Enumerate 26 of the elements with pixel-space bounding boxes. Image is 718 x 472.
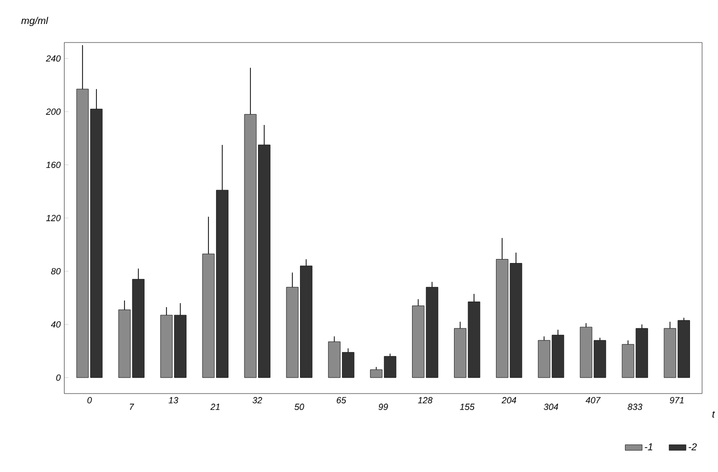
y-tick-label: 0 bbox=[56, 374, 61, 381]
y-tick-label: 120 bbox=[46, 215, 61, 222]
x-tick-label: 155 bbox=[460, 404, 475, 410]
x-tick-label: 50 bbox=[294, 404, 304, 410]
y-tick-label: 240 bbox=[46, 55, 61, 62]
x-tick-label: 304 bbox=[544, 404, 558, 410]
x-tick-label: 7 bbox=[130, 404, 134, 410]
legend-label: -2 bbox=[688, 444, 697, 450]
y-axis-title: mg/ml bbox=[21, 17, 48, 26]
x-tick-label: 21 bbox=[210, 404, 220, 410]
y-tick-label: 40 bbox=[50, 321, 61, 328]
x-tick-label: 13 bbox=[168, 397, 178, 404]
x-tick-label: 32 bbox=[252, 397, 262, 404]
y-tick-label: 200 bbox=[46, 108, 61, 115]
legend-label: -1 bbox=[644, 444, 652, 450]
x-tick-label: 99 bbox=[378, 404, 388, 410]
y-tick-label: 80 bbox=[51, 268, 61, 275]
x-tick-label: 407 bbox=[586, 397, 601, 404]
x-tick-label: 971 bbox=[670, 397, 684, 404]
x-tick-label: 0 bbox=[87, 397, 92, 404]
x-tick-label: 833 bbox=[628, 404, 642, 410]
y-tick-label: 160 bbox=[46, 162, 61, 168]
x-tick-label: 128 bbox=[418, 397, 433, 404]
x-axis-title: t bbox=[712, 411, 716, 418]
x-tick-label: 204 bbox=[502, 397, 516, 404]
x-tick-label: 65 bbox=[336, 397, 346, 404]
